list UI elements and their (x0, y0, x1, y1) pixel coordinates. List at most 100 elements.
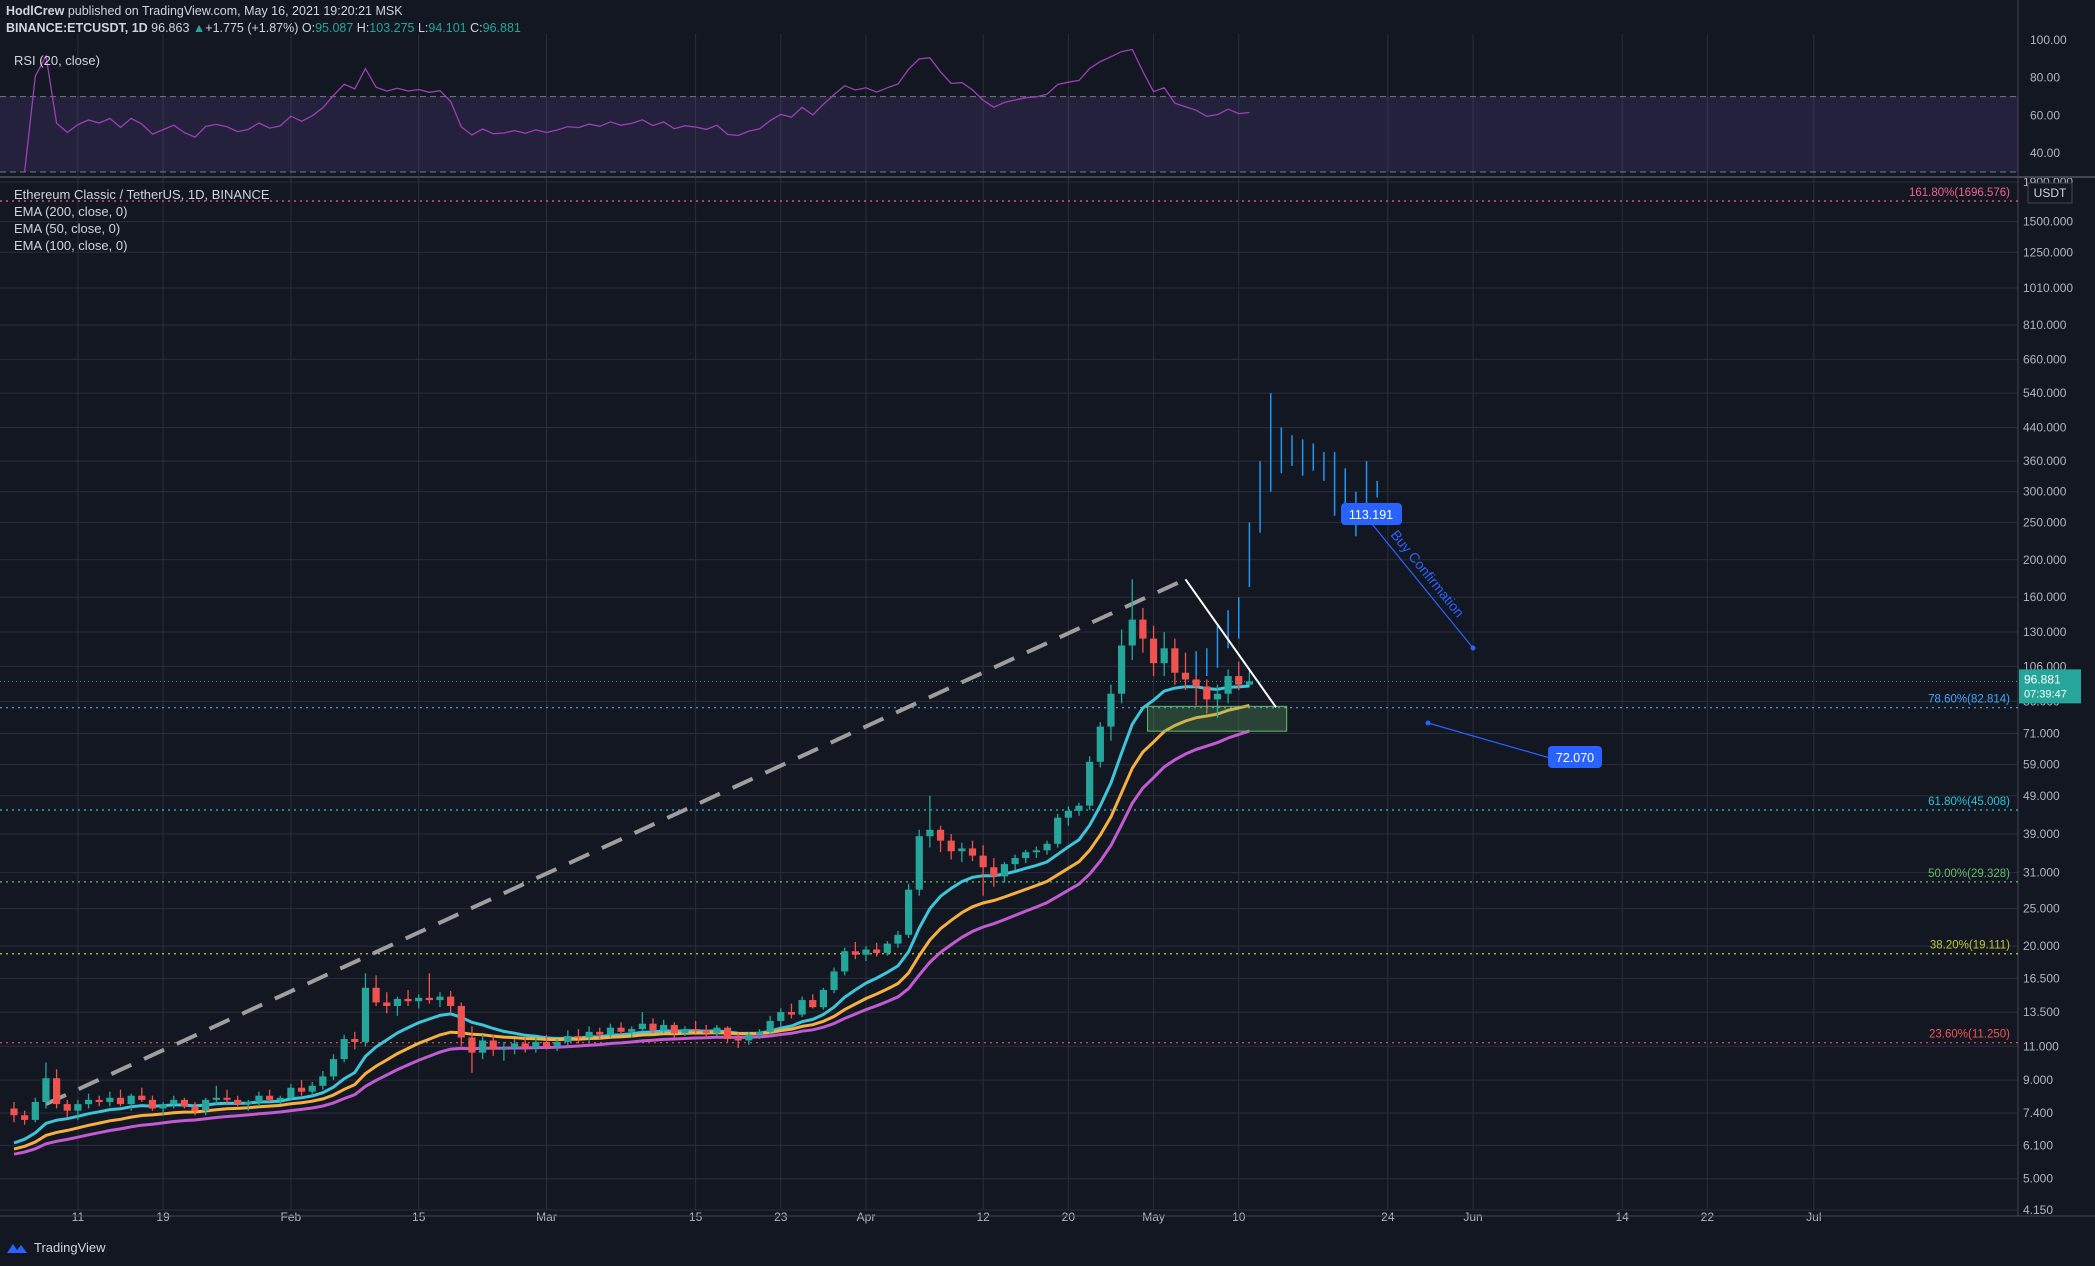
y-tick-label: 360.000 (2023, 454, 2067, 468)
candle-body (638, 1023, 646, 1030)
fib-level-label: 161.80%(1696.576) (1909, 187, 2010, 199)
candle-body (1000, 864, 1009, 877)
candle-body (947, 840, 955, 852)
candle-body (1139, 619, 1147, 639)
candle-body (372, 987, 380, 1003)
candle-countdown: 07:39:47 (2024, 688, 2067, 700)
candle-body (510, 1043, 519, 1048)
candle-body (447, 996, 455, 1006)
candle-body (798, 1000, 806, 1015)
publish-info: published on TradingView.com, May 16, 20… (67, 4, 403, 18)
candle-body (148, 1099, 157, 1109)
candle-body (223, 1097, 231, 1100)
chart-title-legend[interactable]: Ethereum Classic / TetherUS, 1D, BINANCE (14, 187, 270, 202)
y-tick-label: 6.100 (2023, 1138, 2053, 1152)
candle-body (905, 889, 913, 935)
candle-body (340, 1038, 348, 1060)
candle-body (936, 829, 945, 841)
high-value: 103.275 (369, 21, 415, 35)
x-tick-label: 14 (1615, 1210, 1629, 1224)
candle-body (127, 1095, 135, 1105)
y-tick-label: 440.000 (2023, 420, 2067, 434)
y-tick-label: 9.000 (2023, 1073, 2053, 1087)
currency-label: USDT (2034, 186, 2067, 200)
currency-box (2027, 182, 2073, 204)
last-price-label: 96.881 (2024, 672, 2061, 686)
candle-body (1075, 805, 1083, 811)
trend-line-dashed (45, 577, 1187, 1106)
candle-body (180, 1099, 188, 1107)
candle-body (990, 867, 998, 877)
y-tick-label: 1250.000 (2023, 245, 2073, 259)
candle-body (436, 996, 444, 1001)
candle-body (734, 1038, 742, 1041)
candle-body (873, 949, 881, 953)
candle-body (63, 1104, 71, 1111)
y-tick-label: 300.000 (2023, 485, 2067, 499)
candle-body (1118, 645, 1126, 694)
rsi-tick-label: 60.00 (2030, 108, 2060, 122)
publish-line: HodlCrew published on TradingView.com, M… (6, 4, 403, 18)
candle-body (660, 1024, 668, 1031)
candle-body (542, 1041, 551, 1047)
y-tick-label: 250.000 (2023, 515, 2067, 529)
change-up-icon: ▲ (192, 21, 206, 35)
x-tick-label: 12 (976, 1210, 990, 1224)
fib-level-label: 38.20%(19.111) (1930, 940, 2010, 952)
candle-body (21, 1115, 29, 1120)
tradingview-logo-icon (7, 1243, 27, 1253)
candle-body (415, 997, 423, 1002)
current-price: 96.863 (151, 21, 190, 35)
stop-arrow-head (1425, 720, 1431, 726)
candle-body (297, 1087, 306, 1092)
candle-body (968, 848, 977, 856)
rsi-tick-label: 80.00 (2030, 71, 2060, 85)
candle-body (361, 987, 370, 1042)
candle-body (404, 998, 412, 1002)
stop-arrow-line (1427, 722, 1551, 759)
rsi-band-fill (0, 96, 2018, 172)
ema100-legend[interactable]: EMA (100, close, 0) (14, 238, 128, 253)
y-tick-label: 20.000 (2023, 939, 2060, 953)
y-tick-label: 13.500 (2023, 1005, 2060, 1019)
candle-body (500, 1047, 508, 1050)
x-tick-label: 15 (689, 1210, 703, 1224)
candle-body (1160, 648, 1168, 664)
y-tick-label: 5.000 (2023, 1172, 2053, 1186)
rsi-legend[interactable]: RSI (20, close) (14, 53, 100, 68)
candle-body (74, 1104, 82, 1111)
candle-body (1086, 761, 1094, 806)
y-tick-label: 71.000 (2023, 727, 2060, 741)
candle-body (425, 997, 433, 1001)
x-tick-label: 11 (72, 1210, 85, 1224)
rsi-line (23, 48, 1250, 173)
candle-body (191, 1106, 199, 1111)
low-label: L: (417, 21, 429, 35)
ema-line-1 (13, 684, 1250, 1145)
ema200-legend[interactable]: EMA (200, close, 0) (14, 204, 128, 219)
candle-body (116, 1097, 125, 1105)
ema-line-2 (13, 703, 1250, 1151)
candle-body (819, 989, 827, 1008)
support-zone-box (1147, 705, 1288, 732)
y-tick-label: 49.000 (2023, 789, 2060, 803)
ema50-legend[interactable]: EMA (50, close, 0) (14, 221, 121, 236)
symbol-name[interactable]: BINANCE:ETCUSDT, 1D (6, 21, 148, 35)
tradingview-branding[interactable]: TradingView (6, 1240, 106, 1255)
author-name[interactable]: HodlCrew (6, 4, 65, 18)
candle-body (787, 1012, 796, 1015)
candle-body (521, 1043, 529, 1048)
candle-body (319, 1076, 327, 1086)
candle-body (468, 1037, 476, 1053)
x-tick-label: 20 (1062, 1210, 1076, 1224)
candle-body (329, 1059, 338, 1077)
candle-body (1043, 843, 1051, 851)
candle-body (979, 855, 987, 868)
x-tick-label: Feb (281, 1210, 302, 1224)
x-tick-label: Jun (1463, 1210, 1482, 1224)
candle-body (1224, 676, 1232, 694)
candle-body (1235, 676, 1243, 685)
candle-body (1096, 726, 1104, 762)
candle-body (670, 1024, 678, 1034)
